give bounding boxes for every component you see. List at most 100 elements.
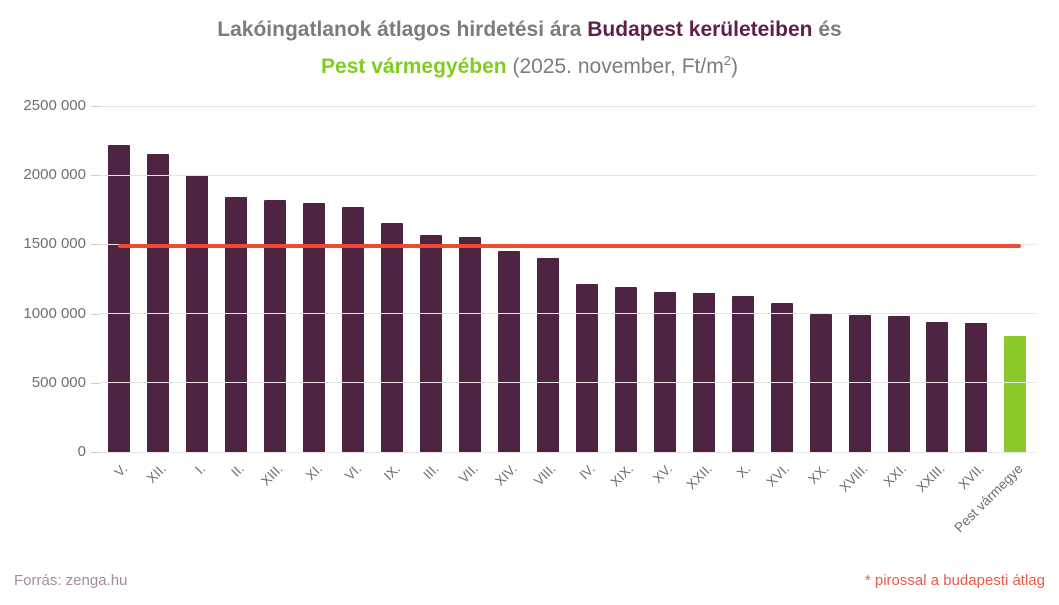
x-tick-label: XVII. [955,461,988,493]
bar [108,144,131,452]
bar-slot: XXIII. [914,106,957,495]
y-tick-label: 2500 000 [23,97,86,114]
bar [420,235,443,452]
bars-row: V. XII. I. II. XIII. XI. VI. IX. III. VII. XIV. VII… [100,106,1035,535]
bar [1004,336,1027,452]
y-axis-tick [91,382,100,384]
bar [575,283,598,452]
bar [498,250,520,452]
bar-slot: IX. [373,106,412,483]
bar-slot: V. [100,106,139,480]
x-tick-label: XVI. [763,461,793,490]
bar-slot: XXI. [879,106,918,490]
x-tick-label: XII. [144,461,170,486]
bar [225,197,248,452]
bar-slot: XXII. [683,106,723,492]
bar [887,315,910,452]
title-budapest-text: Budapest kerületeiben [587,18,813,41]
y-tick-label: 1500 000 [23,235,86,253]
bar-slot: XX. [801,106,840,487]
gridline [100,451,1035,453]
x-tick-label: V. [111,461,131,480]
x-tick-label: XXI. [880,461,910,490]
bar-slot: Pest vármegye [952,106,1035,535]
x-tick-label: I. [192,461,208,477]
bar [731,296,754,452]
title-subtitle-text: (2025. november, Ft/m [506,55,724,78]
title-superscript: 2 [723,53,731,68]
bar [147,154,170,452]
x-tick-label: XV. [650,461,676,487]
bar-slot: II. [217,106,256,480]
title-subtitle-end: ) [730,55,738,78]
x-tick-label: XIX. [607,461,637,490]
bar-slot: XI. [295,106,334,483]
y-axis-tick [91,313,100,315]
title-pest-text: Pest vármegyében [321,55,507,78]
bar-slot: VI. [334,106,373,483]
y-axis-tick [91,244,100,246]
bar-slot: I. [178,106,217,477]
bar-slot: XII. [139,106,178,486]
bar [926,321,949,452]
bar-slot: XVII. [956,106,996,492]
bar-slot: XV. [645,106,684,486]
gridline [100,105,1035,107]
bar-slot: VIII. [528,106,567,489]
x-tick-label: IX. [380,461,403,484]
bar [381,222,404,452]
bar [770,302,793,452]
x-tick-label: VI. [341,461,364,484]
bar [264,200,287,452]
x-tick-label: XIV. [491,461,520,489]
bar [965,322,988,452]
chart-title: Lakóingatlanok átlagos hirdetési ára Bud… [0,14,1059,82]
x-tick-label: XXII. [683,461,715,493]
bar-slot: VII. [451,106,490,486]
bar-slot: XIX. [606,106,645,490]
x-tick-label: XVIII. [836,461,871,495]
bar [342,207,365,452]
x-tick-label: Pest vármegye [951,461,1027,536]
x-tick-label: II. [228,461,247,480]
bar-slot: X. [723,106,762,481]
bar-slot: XIV. [490,106,529,489]
x-tick-label: III. [420,461,442,483]
average-line [118,243,1021,248]
bar-slot: III. [412,106,451,482]
title-and-text: és [812,18,842,41]
x-tick-label: XIII. [258,461,286,489]
x-tick-label: VII. [455,461,481,486]
average-legend-note: * pirossal a budapesti átlag [864,572,1045,589]
title-line-1: Lakóingatlanok átlagos hirdetési ára Bud… [0,14,1059,45]
bar [653,292,676,452]
y-tick-label: 2000 000 [23,166,86,184]
x-tick-label: XXIII. [914,461,949,495]
plot-area: V. XII. I. II. XIII. XI. VI. IX. III. VII. XIV. VII… [100,105,1035,535]
bar-slot: IV. [567,106,606,482]
bar [303,202,326,452]
y-axis-tick [91,175,100,177]
bar [614,287,637,452]
title-main-text: Lakóingatlanok átlagos hirdetési ára [217,18,588,41]
y-axis-tick [91,452,100,453]
source-text: Forrás: zenga.hu [14,572,128,589]
y-tick-label: 0 [77,443,86,460]
x-tick-label: VIII. [530,461,559,489]
bar [536,258,559,452]
bar [848,314,871,452]
x-tick-label: XX. [805,461,832,487]
bar-slot: XIII. [256,106,295,489]
bar [459,237,482,452]
x-tick-label: IV. [576,461,598,483]
y-tick-label: 500 000 [31,373,86,391]
gridline [100,174,1035,176]
title-line-2: Pest vármegyében (2025. november, Ft/m2) [0,45,1059,82]
gridline [100,382,1035,384]
y-tick-label: 1000 000 [23,304,86,322]
y-axis-tick [91,106,100,107]
x-tick-label: XI. [302,461,325,484]
bar [692,292,715,452]
x-tick-label: X. [733,461,754,481]
